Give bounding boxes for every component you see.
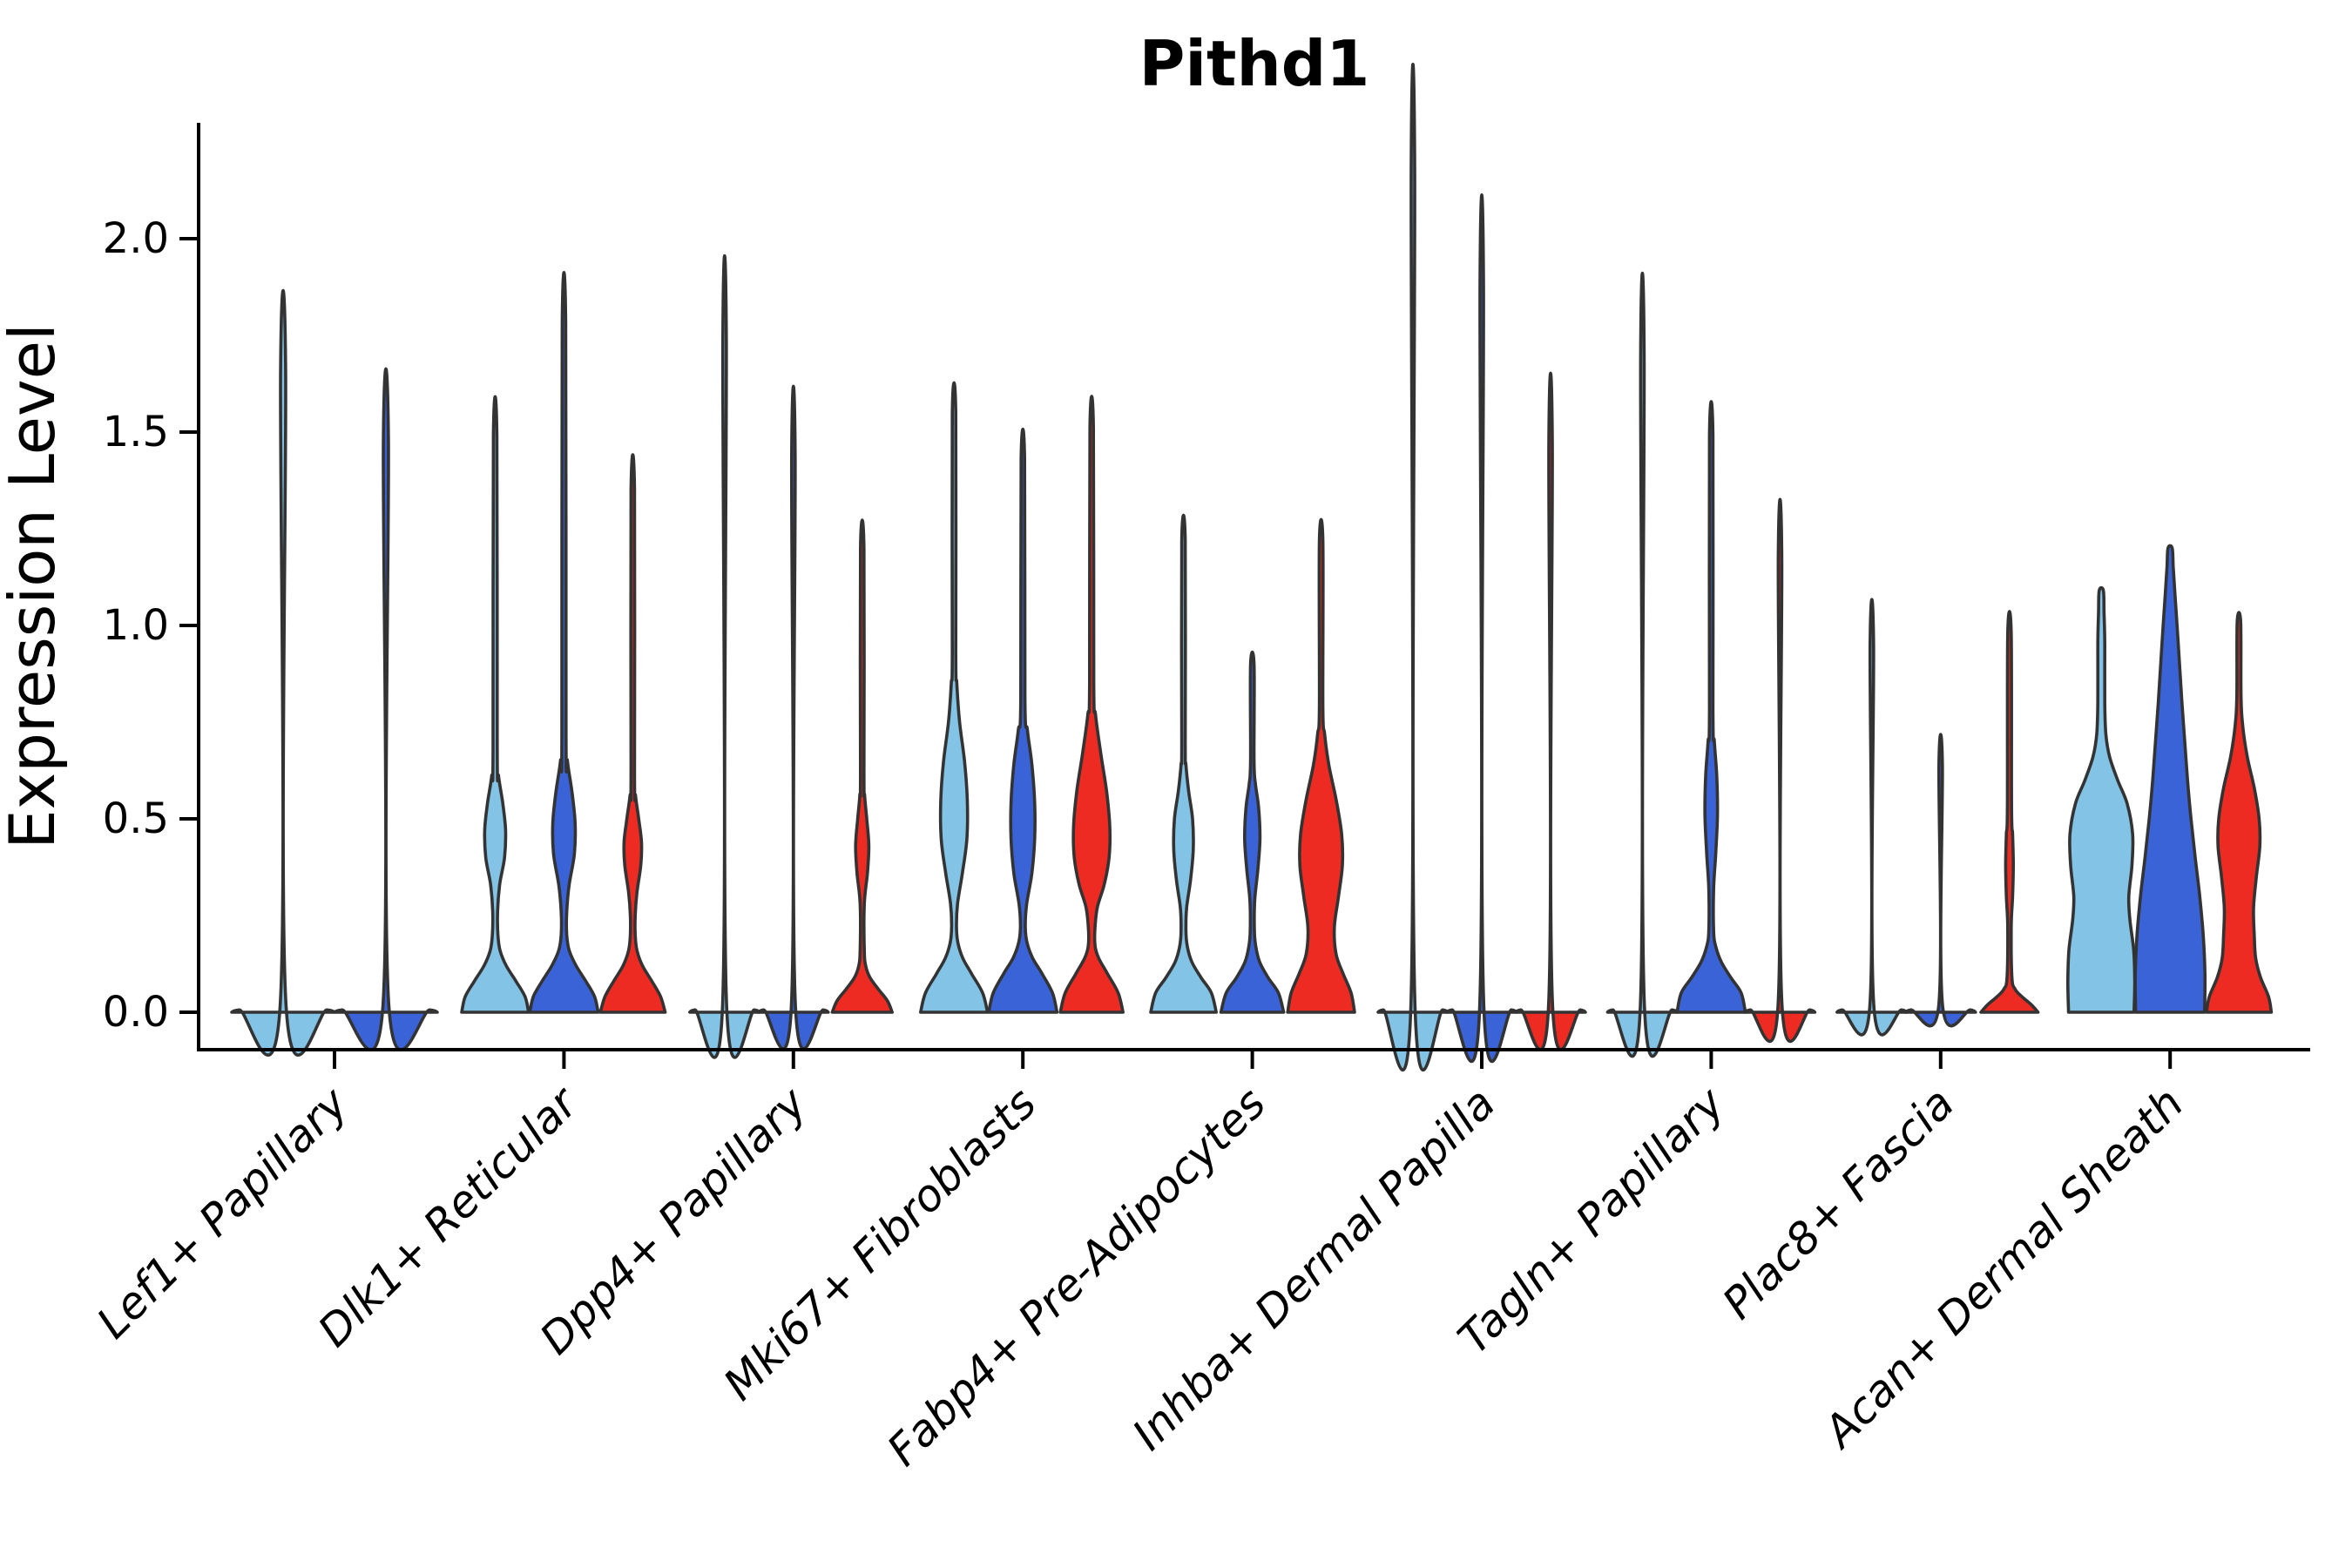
violin	[1514, 372, 1587, 1051]
x-tick-label: Lef1+ Papillary	[87, 1077, 358, 1348]
violin	[2133, 544, 2207, 1014]
violin	[1675, 400, 1747, 1014]
violin	[1904, 733, 1977, 1028]
violin	[1058, 395, 1125, 1014]
violin	[2065, 585, 2137, 1014]
y-tick-group: 0.0 0.5 1.0 1.5 2.0	[103, 214, 199, 1037]
x-tick-label: Inhba+ Dermal Papilla	[1123, 1078, 1504, 1459]
x-tick-label: Fabp4+ Pre-Adipocytes	[878, 1078, 1276, 1476]
violin	[1286, 517, 1356, 1014]
violin	[830, 518, 894, 1014]
violin	[1445, 193, 1518, 1064]
violin	[528, 271, 600, 1014]
violin	[2205, 611, 2274, 1014]
plot-title: Pithd1	[1139, 27, 1370, 100]
violin	[688, 254, 761, 1059]
y-tick-label: 2.0	[103, 214, 169, 263]
y-tick-label: 1.0	[103, 601, 169, 650]
x-tick-label: Plac8+ Fascia	[1713, 1078, 1963, 1328]
y-axis-label: Expression Level	[0, 323, 69, 849]
violin	[1979, 610, 2040, 1014]
violin	[598, 453, 667, 1014]
violin	[1149, 513, 1218, 1014]
violin	[757, 384, 830, 1051]
violin	[1605, 271, 1680, 1058]
violin	[987, 427, 1059, 1014]
violin	[333, 368, 439, 1051]
y-tick-label: 0.0	[103, 988, 169, 1037]
y-tick-label: 1.5	[103, 408, 169, 456]
violin	[460, 395, 531, 1014]
violin	[1376, 63, 1450, 1071]
violin	[1743, 497, 1817, 1044]
violin	[919, 381, 990, 1014]
violin	[1219, 650, 1286, 1014]
x-tick-label: Acan+ Dermal Sheath	[1813, 1078, 2193, 1458]
violin	[230, 288, 336, 1057]
y-tick-label: 0.5	[103, 794, 169, 843]
violin	[1835, 598, 1909, 1037]
violins-layer	[230, 63, 2274, 1071]
